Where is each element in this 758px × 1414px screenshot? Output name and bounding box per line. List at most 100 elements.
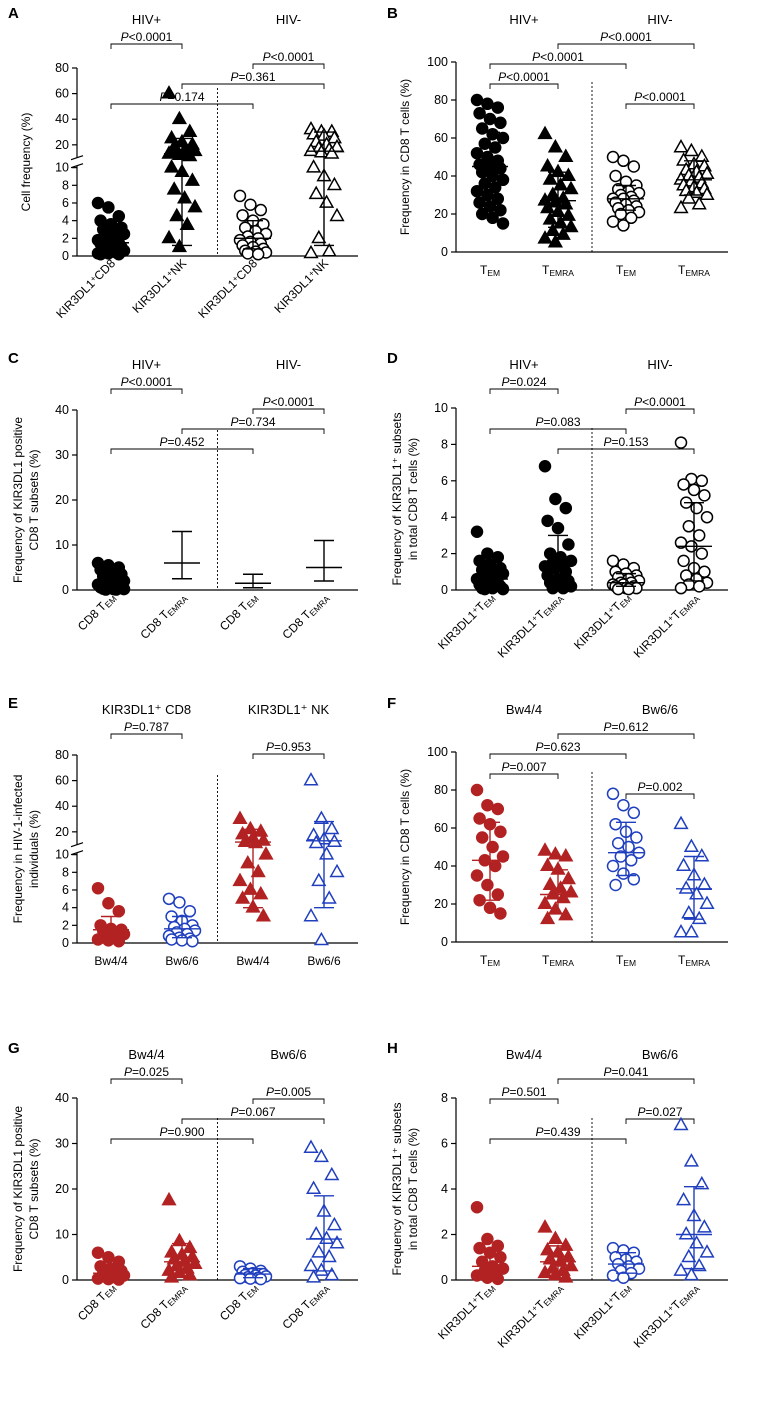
data-point (559, 501, 573, 515)
data-point (319, 846, 335, 860)
y-tick-label: 40 (434, 169, 448, 183)
x-label-part: + (306, 268, 317, 279)
data-point (258, 846, 274, 860)
p-value-label: P=0.024 (501, 375, 546, 389)
data-point (547, 233, 563, 248)
data-point (102, 1251, 115, 1264)
y-tick-label: 0 (62, 249, 69, 263)
data-point (678, 880, 694, 894)
series-2 (606, 150, 646, 232)
data-point (306, 1269, 322, 1283)
series-3 (674, 436, 714, 595)
data-point (329, 1235, 345, 1249)
comparison-bracket (489, 63, 627, 69)
data-point (676, 152, 692, 166)
x-label-part: KIR3DL1 (631, 1306, 676, 1351)
data-point (677, 478, 690, 491)
data-point (673, 1262, 689, 1276)
data-point (541, 514, 554, 528)
y-tick-label: 6 (441, 1137, 448, 1151)
data-point (253, 823, 269, 837)
data-point (683, 923, 699, 938)
data-point (235, 890, 251, 904)
axis-break-mark (70, 850, 84, 856)
comparison-bracket (110, 43, 183, 49)
p-value: =0.900 (167, 1125, 204, 1139)
comparison-bracket (110, 388, 183, 394)
y-tick-label: 40 (55, 403, 69, 417)
data-point (627, 873, 641, 886)
group-label: HIV+ (509, 12, 538, 27)
data-point (673, 1116, 689, 1131)
data-point (542, 1250, 558, 1265)
x-tick-label-1: TEMRA (542, 263, 574, 278)
data-point (683, 142, 699, 157)
group-label: Bw4/4 (506, 1047, 542, 1062)
y-tick-label: 2 (441, 547, 448, 561)
comparison-bracket (110, 1078, 183, 1084)
axis-break-gap (71, 844, 83, 853)
data-point (549, 492, 562, 506)
data-point (182, 123, 198, 137)
data-point (547, 1230, 563, 1244)
panel-D: D 0 2 4 6 8 10 Frequency of KIR3DL1⁺ subsets in … (387, 350, 728, 661)
comparison-bracket (181, 83, 325, 89)
y-tick-label: 20 (434, 897, 448, 911)
series-1 (538, 459, 578, 595)
data-point (244, 1272, 257, 1285)
series-2 (233, 189, 273, 261)
y-axis-label: CD8 T subsets (%) (27, 450, 41, 551)
data-point (169, 207, 185, 222)
data-point (166, 181, 182, 195)
data-point (676, 1191, 692, 1206)
data-point (538, 459, 552, 473)
data-point (609, 817, 622, 831)
data-point (545, 222, 561, 237)
x-tick-label-1: CD8 TEMRA (137, 590, 190, 643)
p-value-label: P=0.361 (230, 70, 275, 84)
x-label-part: EMRA (678, 594, 703, 619)
data-point (488, 141, 502, 154)
data-point (546, 581, 560, 595)
series-2 (606, 554, 646, 596)
data-point (99, 583, 113, 596)
comparison-bracket (110, 733, 183, 739)
data-point (326, 129, 342, 144)
p-value: =0.787 (132, 720, 169, 734)
p-italic: P (263, 395, 271, 409)
y-tick-label: 20 (55, 493, 69, 507)
x-label-part: EMRA (549, 268, 574, 278)
data-point (306, 1180, 322, 1194)
data-point (182, 147, 198, 162)
p-value: =0.005 (274, 1085, 311, 1099)
data-point (494, 907, 507, 920)
p-value-label: P<0.0001 (263, 395, 315, 409)
data-point (313, 931, 329, 946)
data-point (324, 1166, 340, 1181)
x-tick-label-1: CD8 TEMRA (137, 1280, 190, 1333)
p-value: <0.0001 (271, 50, 315, 64)
series-2 (232, 810, 274, 922)
data-point (540, 157, 556, 172)
data-point (683, 1153, 699, 1167)
data-point (470, 525, 484, 539)
group-label: KIR3DL1⁺ CD8 (102, 702, 191, 717)
x-label-part: T (480, 263, 488, 277)
x-label-part: T (616, 263, 624, 277)
x-tick-label-3: TEMRA (678, 953, 710, 968)
y-tick-label: 80 (434, 783, 448, 797)
data-point (491, 802, 505, 816)
x-label-part: T (480, 953, 488, 967)
x-tick-label-1: TEMRA (542, 953, 574, 968)
x-tick-label-0: KIR3DL1+TEM (435, 590, 498, 653)
data-point (624, 854, 638, 867)
comparison-bracket (625, 793, 695, 799)
p-value-label: P<0.0001 (121, 375, 173, 389)
data-point (311, 229, 327, 244)
data-point (237, 833, 253, 848)
p-value: <0.0001 (271, 395, 315, 409)
data-point (611, 582, 625, 596)
data-point (558, 1237, 574, 1251)
p-value-label: P=0.900 (159, 1125, 204, 1139)
